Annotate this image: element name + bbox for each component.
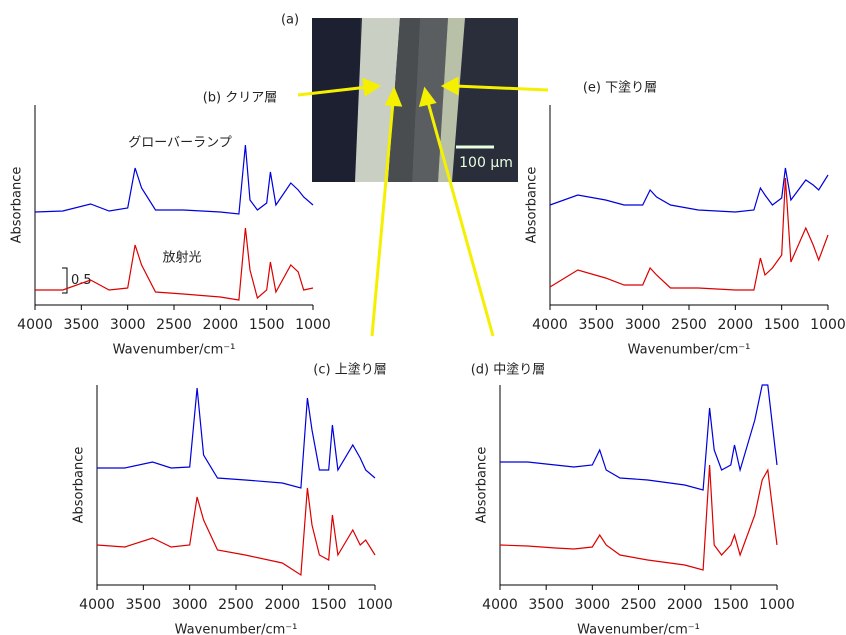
x-tick-label: 3500 [64,317,100,333]
arrow [370,101,395,337]
arrow [454,84,549,92]
x-tick-label: 4000 [482,597,518,613]
scale-bar-label: 0.5 [71,273,92,288]
x-axis-label: Wavenumber/cm⁻¹ [113,343,236,358]
arrow [426,101,495,337]
arrow-head [418,86,437,108]
arrow-head [384,86,403,107]
figure-label: (a) [281,13,299,28]
y-axis-label: Absorbance [72,447,87,524]
x-tick-label: 2000 [203,317,239,333]
x-tick-label: 3500 [579,317,615,333]
spectrum-line [34,144,314,215]
series-label: 放射光 [162,250,201,266]
spectrum-line [96,487,376,577]
x-tick-label: 1000 [295,317,331,333]
chart-title: (e) 下塗り層 [583,80,657,96]
chart-title: (c) 上塗り層 [313,362,386,378]
spectrum-line [549,177,829,291]
x-tick-label: 4000 [17,317,53,333]
x-axis-label: Wavenumber/cm⁻¹ [577,623,700,635]
x-tick-label: 1000 [357,597,393,613]
layer-base [438,18,465,182]
x-tick-label: 4000 [79,597,115,613]
spectrum-line [500,384,778,491]
arrow-head [362,77,382,97]
y-axis-label: Absorbance [525,167,540,244]
x-tick-label: 2000 [667,597,703,613]
layer-top [388,18,420,182]
x-axis-label: Wavenumber/cm⁻¹ [628,343,751,358]
x-tick-label: 3000 [110,317,146,333]
spectrum-line [549,167,829,213]
x-tick-label: 2500 [218,597,254,613]
spectrum-line [97,387,376,489]
micrograph: 100 μm [312,18,518,182]
chart-title: (b) クリア層 [203,91,278,106]
x-tick-label: 2000 [718,317,754,333]
x-tick-label: 1500 [249,317,285,333]
scale-label: 100 μm [459,155,513,171]
x-tick-label: 1000 [759,597,795,613]
x-tick-label: 2000 [265,597,301,613]
x-tick-label: 1500 [713,597,749,613]
spectrum-line [499,464,778,571]
y-axis-label: Absorbance [10,167,25,244]
x-tick-label: 2500 [621,597,657,613]
x-tick-label: 1500 [311,597,347,613]
series-label: グローバーランプ [128,136,231,151]
arrows [297,76,549,337]
spectrum-line [35,227,314,301]
chart-title: (d) 中塗り層 [471,362,546,378]
x-tick-label: 3000 [575,597,611,613]
arrow-head [440,76,459,96]
arrow [297,85,369,97]
x-tick-label: 3000 [172,597,208,613]
x-tick-label: 4000 [532,317,568,333]
x-tick-label: 3500 [528,597,564,613]
scale-bar-y [62,267,68,294]
micrograph-edge [312,18,360,182]
x-axis-label: Wavenumber/cm⁻¹ [175,623,298,635]
x-tick-label: 1500 [764,317,800,333]
x-tick-label: 2500 [671,317,707,333]
x-tick-label: 2500 [156,317,192,333]
x-tick-label: 1000 [810,317,846,333]
y-axis-label: Absorbance [475,447,490,524]
x-tick-label: 3500 [126,597,162,613]
x-tick-label: 3000 [625,317,661,333]
